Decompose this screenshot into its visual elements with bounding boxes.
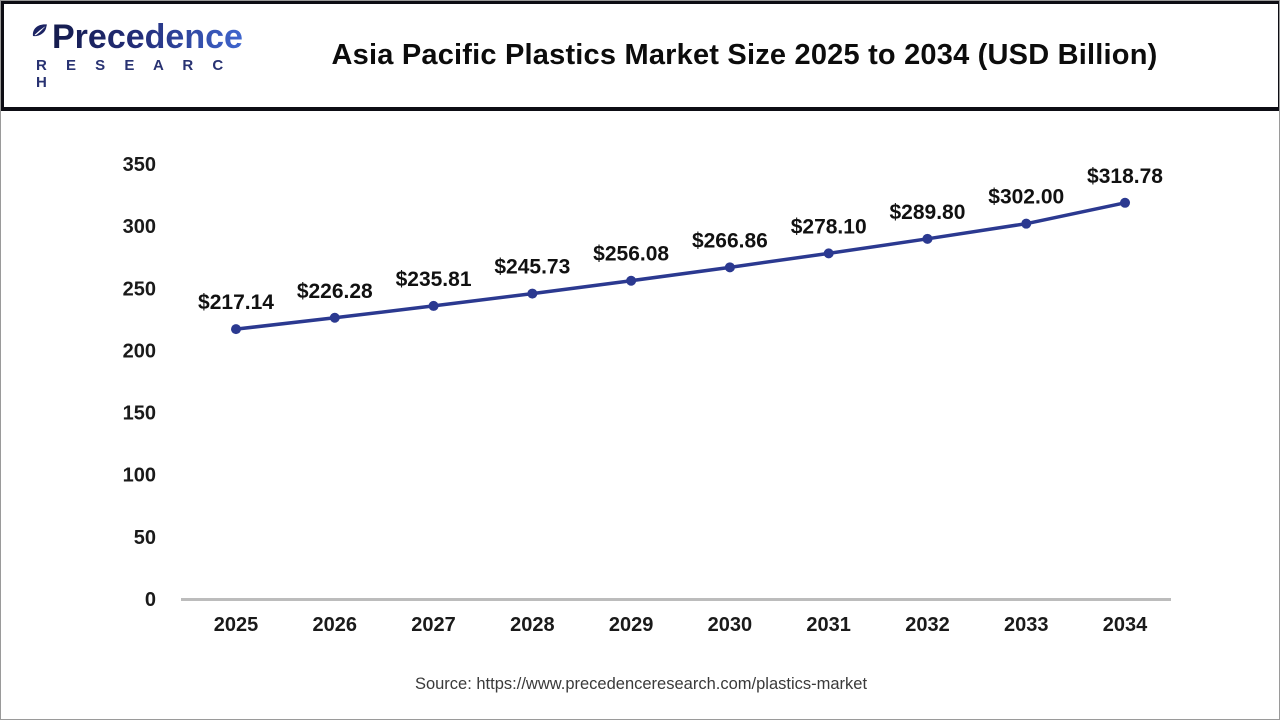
y-axis-tick-label: 250: [123, 278, 156, 300]
y-axis-tick-label: 100: [123, 465, 156, 487]
header-bar: Precedence R E S E A R C H Asia Pacific …: [1, 1, 1279, 111]
y-axis-tick-label: 0: [145, 589, 156, 611]
y-axis-tick-label: 300: [123, 216, 156, 238]
data-point-label: $289.80: [889, 201, 965, 224]
x-axis-tick-label: 2030: [708, 614, 753, 636]
y-axis-tick-label: 350: [123, 154, 156, 176]
x-axis-tick-label: 2033: [1004, 614, 1049, 636]
data-point: [329, 312, 340, 323]
data-point: [231, 324, 241, 335]
data-point-label: $318.78: [1087, 165, 1163, 188]
data-point: [527, 288, 538, 299]
x-axis-tick-label: 2025: [214, 614, 259, 636]
logo-wordmark: Precedence: [52, 18, 243, 56]
x-axis-tick-label: 2032: [905, 614, 950, 636]
y-axis-tick-label: 200: [123, 340, 156, 362]
data-point-label: $245.73: [494, 256, 570, 279]
precedence-research-logo: Precedence R E S E A R C H: [30, 20, 245, 91]
data-point-label: $278.10: [791, 215, 867, 238]
data-point-label: $266.86: [692, 229, 768, 252]
data-point: [1021, 218, 1032, 229]
data-point-label: $235.81: [396, 268, 472, 291]
data-point-label: $226.28: [297, 280, 373, 303]
data-point: [1120, 197, 1131, 208]
data-point-label: $302.00: [988, 186, 1064, 209]
data-point-label: $256.08: [593, 243, 669, 266]
data-point: [626, 275, 637, 286]
x-axis-tick-label: 2026: [313, 614, 358, 636]
line-series: [234, 201, 1127, 331]
data-point: [724, 262, 735, 273]
data-point: [922, 233, 933, 244]
source-text: Source: https://www.precedenceresearch.c…: [414, 675, 868, 693]
data-point: [823, 248, 834, 259]
line-chart: 0 50 100 150 200 250 300 350 2025 2026 2027 2028 202…: [123, 154, 1171, 636]
y-axis-tick-label: 150: [123, 403, 156, 425]
page-title: Asia Pacific Plastics Market Size 2025 t…: [331, 39, 1158, 71]
x-axis-tick-label: 2034: [1103, 614, 1148, 636]
logo-subtitle: R E S E A R C H: [36, 57, 231, 91]
x-axis-tick-label: 2031: [806, 614, 851, 636]
x-axis-tick-label: 2027: [411, 614, 456, 636]
data-point: [428, 300, 439, 311]
leaf-icon: [30, 22, 56, 52]
x-axis-tick-label: 2029: [609, 614, 654, 636]
data-point-label: $217.14: [198, 291, 274, 314]
y-axis-tick-label: 50: [134, 527, 156, 549]
x-axis-tick-label: 2028: [510, 614, 555, 636]
